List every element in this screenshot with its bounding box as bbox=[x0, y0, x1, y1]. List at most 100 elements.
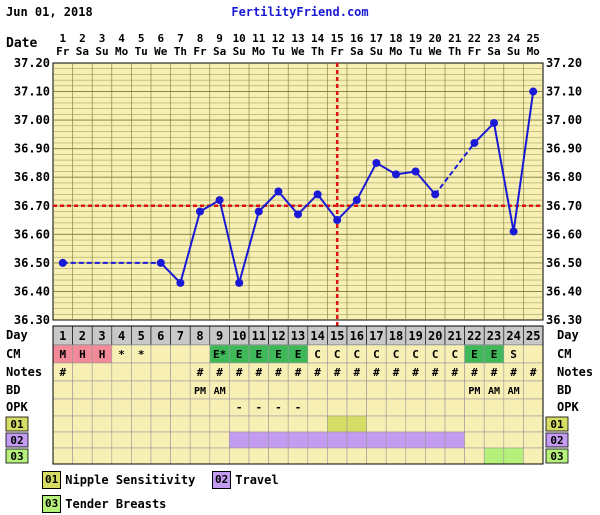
cm-value: E bbox=[295, 348, 302, 361]
symptom-cell bbox=[268, 431, 289, 449]
opk-cell bbox=[209, 398, 230, 417]
y-tick-label-right: 36.90 bbox=[546, 142, 582, 156]
weekday-label: Tu bbox=[135, 45, 148, 58]
symptom-cell bbox=[307, 415, 328, 433]
date-number: 23 bbox=[487, 32, 500, 45]
weekday-label: Su bbox=[370, 45, 383, 58]
opk-cell bbox=[523, 398, 544, 417]
y-tick-label-left: 36.30 bbox=[14, 313, 50, 327]
weekday-label: Mo bbox=[389, 45, 403, 58]
day-number: 5 bbox=[138, 329, 145, 343]
brand-link[interactable]: FertilityFriend.com bbox=[231, 5, 368, 19]
opk-row-label: OPK bbox=[6, 400, 28, 414]
legend-item-tender-breasts: 03 Tender Breasts bbox=[42, 495, 166, 513]
y-tick-label-right: 37.20 bbox=[546, 56, 582, 70]
temperature-point bbox=[333, 216, 342, 225]
symptom-cell bbox=[483, 415, 505, 433]
bd-cell bbox=[287, 380, 309, 400]
symptom-cell bbox=[248, 447, 269, 465]
date-number: 25 bbox=[527, 32, 540, 45]
symptom-cell bbox=[385, 431, 407, 449]
day-number: 1 bbox=[59, 329, 66, 343]
weekday-label: Mo bbox=[527, 45, 541, 58]
opk-cell bbox=[366, 398, 387, 417]
cm-cell bbox=[150, 344, 171, 364]
weekday-label: We bbox=[154, 45, 168, 58]
date-number: 10 bbox=[233, 32, 246, 45]
weekday-label: Tu bbox=[409, 45, 422, 58]
notes-value: # bbox=[373, 366, 380, 379]
day-number: 24 bbox=[506, 329, 520, 343]
opk-value: - bbox=[295, 401, 302, 414]
date-number: 8 bbox=[197, 32, 204, 45]
bd-cell bbox=[229, 380, 250, 400]
symptom-cell bbox=[327, 431, 348, 449]
temperature-segment bbox=[218, 199, 241, 284]
legend-code-02: 02 bbox=[212, 471, 232, 489]
symptom-cell bbox=[307, 447, 328, 465]
temperature-segment bbox=[297, 193, 319, 216]
notes-value: # bbox=[59, 366, 66, 379]
chart-date: Jun 01, 2018 bbox=[6, 5, 93, 19]
y-tick-label-left: 36.40 bbox=[14, 284, 50, 298]
symptom-cell bbox=[483, 431, 505, 449]
cm-row-label: CM bbox=[6, 347, 20, 361]
day-number: 23 bbox=[487, 329, 501, 343]
opk-cell bbox=[385, 398, 407, 417]
notes-cell bbox=[131, 362, 152, 382]
day-number: 6 bbox=[157, 329, 164, 343]
bd-value: AM bbox=[508, 386, 520, 397]
notes-value: # bbox=[334, 366, 341, 379]
symptom-cell bbox=[366, 415, 387, 433]
bd-cell bbox=[444, 380, 465, 400]
weekday-label: Mo bbox=[115, 45, 129, 58]
notes-value: # bbox=[275, 366, 282, 379]
cm-cell bbox=[189, 344, 211, 364]
day-number: 3 bbox=[98, 329, 105, 343]
date-number: 17 bbox=[370, 32, 383, 45]
symptom-cell bbox=[209, 431, 230, 449]
bd-value: AM bbox=[488, 386, 500, 397]
temperature-segment bbox=[473, 122, 495, 144]
temperature-segment bbox=[316, 193, 338, 221]
symptom-cell bbox=[72, 447, 93, 465]
cm-value: M bbox=[59, 348, 66, 361]
symptom-cell bbox=[229, 431, 250, 449]
date-number: 15 bbox=[331, 32, 344, 45]
y-tick-label-right: 36.30 bbox=[546, 313, 582, 327]
symptom-cell bbox=[287, 415, 309, 433]
temperature-point bbox=[156, 258, 165, 267]
opk-row-label-right: OPK bbox=[557, 400, 579, 414]
weekday-label: We bbox=[429, 45, 443, 58]
symptom-cell bbox=[111, 447, 132, 465]
opk-cell bbox=[189, 398, 211, 417]
day-number: 9 bbox=[216, 329, 223, 343]
date-number: 1 bbox=[59, 32, 66, 45]
y-tick-label-right: 36.40 bbox=[546, 284, 582, 298]
cm-value: S bbox=[510, 348, 517, 361]
temperature-point bbox=[235, 278, 244, 287]
symptom-cell bbox=[111, 415, 132, 433]
opk-cell bbox=[72, 398, 93, 417]
day-number: 17 bbox=[369, 329, 383, 343]
day-number: 25 bbox=[526, 329, 540, 343]
symptom-cell bbox=[503, 415, 524, 433]
notes-value: # bbox=[216, 366, 223, 379]
symptom-cell bbox=[268, 415, 289, 433]
bd-cell bbox=[385, 380, 407, 400]
y-tick-label-left: 36.60 bbox=[14, 227, 50, 241]
date-number: 22 bbox=[468, 32, 481, 45]
symptom-row-label-right: 01 bbox=[550, 418, 564, 431]
bd-cell bbox=[366, 380, 387, 400]
cm-value: E bbox=[471, 348, 478, 361]
bd-cell bbox=[425, 380, 446, 400]
day-number: 14 bbox=[310, 329, 324, 343]
date-number: 7 bbox=[177, 32, 184, 45]
weekday-label: Sa bbox=[213, 45, 226, 58]
symptom-label-swatch-right bbox=[545, 416, 569, 432]
day-row-label-right: Day bbox=[557, 328, 579, 342]
symptom-cell bbox=[150, 447, 171, 465]
symptom-cell bbox=[189, 431, 211, 449]
cm-value: C bbox=[353, 348, 360, 361]
bd-cell bbox=[91, 380, 113, 400]
